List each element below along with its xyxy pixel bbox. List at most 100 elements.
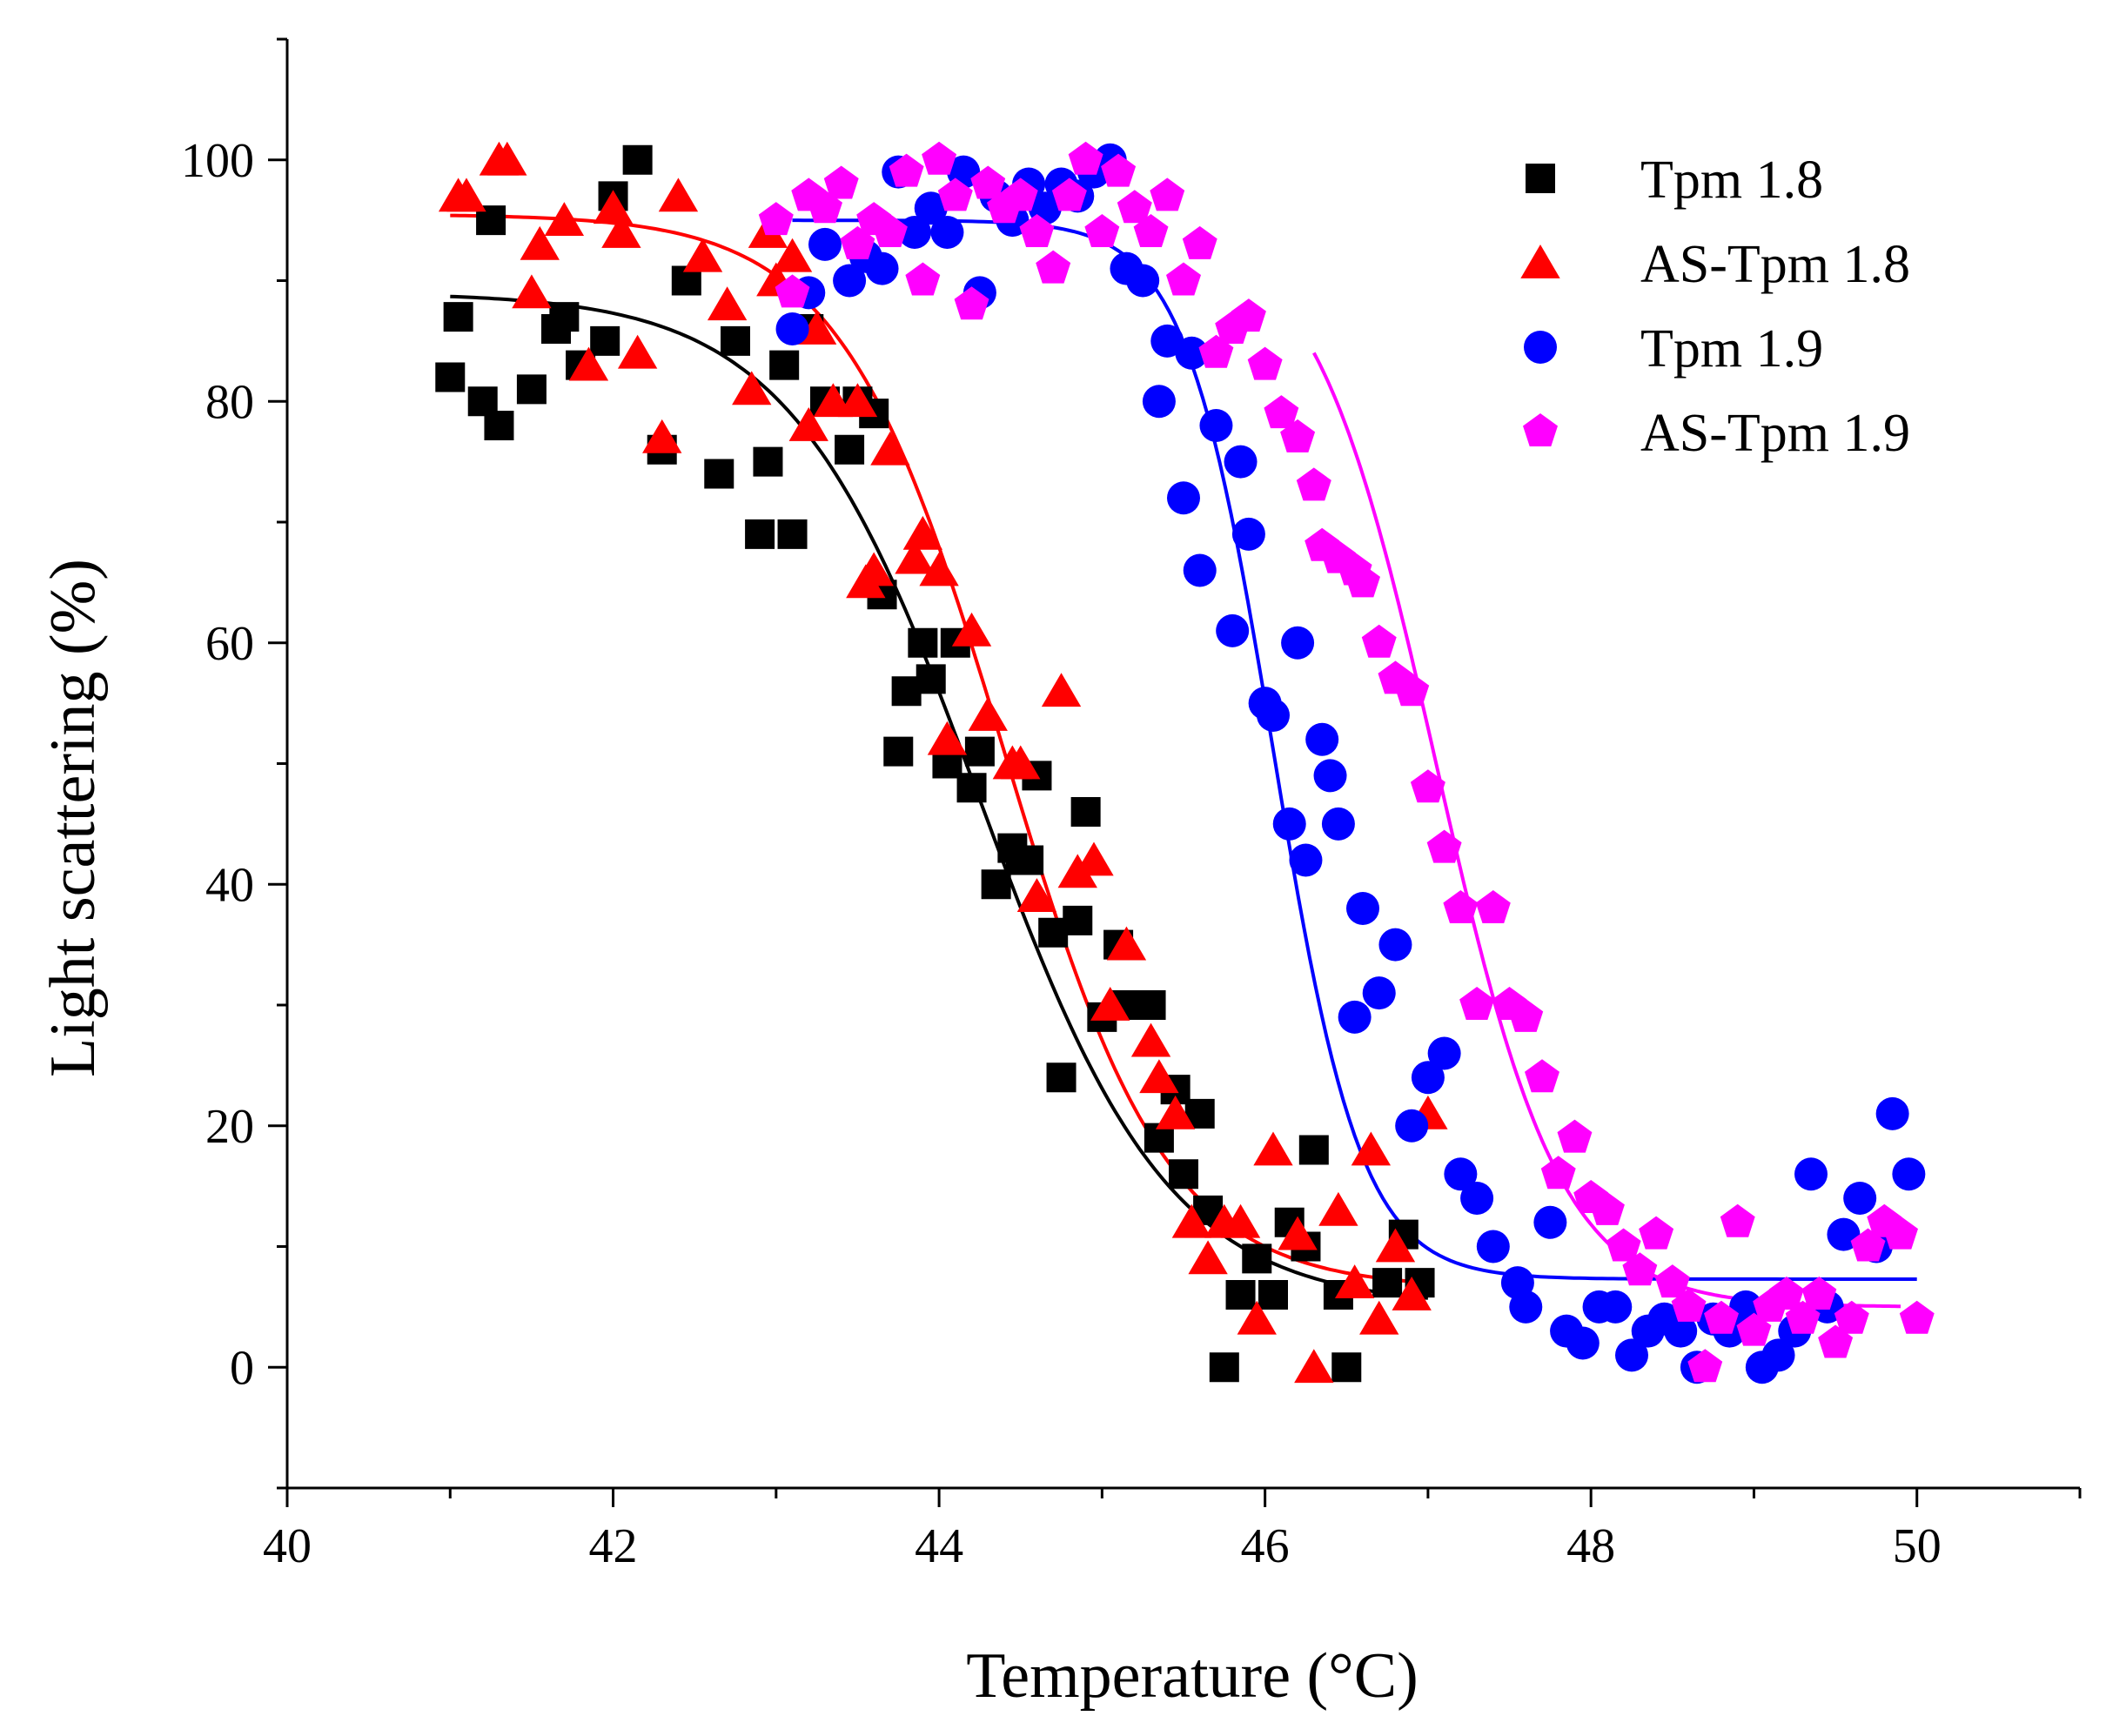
data-point bbox=[1671, 1288, 1707, 1322]
tick-labels: 40 42 44 46 48 50 0 20 40 60 80 100 bbox=[181, 134, 1942, 1573]
data-point bbox=[1106, 926, 1147, 961]
data-point bbox=[914, 191, 948, 225]
data-point bbox=[1068, 141, 1103, 175]
data-point bbox=[1084, 214, 1120, 247]
data-point bbox=[1443, 890, 1479, 923]
legend-item: AS-Tpm 1.9 bbox=[1523, 404, 1910, 463]
data-point bbox=[1834, 1300, 1869, 1334]
data-point bbox=[1003, 178, 1038, 211]
data-point bbox=[954, 286, 989, 320]
data-point bbox=[1533, 1205, 1567, 1239]
data-point bbox=[1169, 1159, 1198, 1190]
data-point bbox=[1278, 1216, 1318, 1250]
data-point bbox=[658, 178, 699, 212]
data-point bbox=[1654, 1264, 1690, 1298]
data-point bbox=[1150, 324, 1184, 358]
data-point bbox=[1704, 1300, 1739, 1334]
data-point bbox=[753, 446, 783, 477]
data-point bbox=[544, 202, 585, 236]
data-point bbox=[823, 165, 859, 199]
data-point bbox=[922, 141, 957, 175]
data-point bbox=[707, 286, 748, 321]
data-point bbox=[1150, 178, 1185, 211]
x-tick-label: 40 bbox=[263, 1519, 312, 1573]
data-point bbox=[1133, 214, 1169, 247]
data-point bbox=[908, 627, 938, 658]
data-point bbox=[622, 144, 653, 175]
data-point bbox=[1346, 892, 1379, 925]
fit-curve-2 bbox=[792, 218, 1917, 1281]
data-point bbox=[870, 431, 910, 466]
series-0 bbox=[435, 144, 1435, 1383]
data-point bbox=[1426, 829, 1462, 863]
data-point bbox=[487, 141, 527, 176]
data-point bbox=[1459, 987, 1495, 1020]
data-point bbox=[1875, 1096, 1909, 1130]
data-point bbox=[745, 519, 775, 549]
data-point bbox=[1372, 1268, 1403, 1298]
data-point bbox=[1167, 481, 1200, 515]
data-point bbox=[1289, 843, 1323, 877]
data-point bbox=[1258, 1280, 1288, 1310]
data-point bbox=[919, 552, 959, 586]
data-point bbox=[1126, 264, 1160, 298]
data-point bbox=[1298, 1135, 1329, 1165]
data-point bbox=[642, 419, 682, 453]
y-tick-label: 40 bbox=[205, 858, 254, 912]
legend-item: Tpm 1.9 bbox=[1524, 319, 1823, 379]
data-point bbox=[1599, 1290, 1633, 1324]
data-point bbox=[1892, 1157, 1926, 1191]
data-point bbox=[549, 302, 580, 332]
data-point bbox=[1345, 564, 1380, 598]
data-point bbox=[1427, 1036, 1461, 1070]
data-point bbox=[516, 374, 547, 405]
series-3 bbox=[758, 141, 1935, 1383]
y-tick-label: 20 bbox=[205, 1100, 254, 1154]
axes bbox=[268, 37, 2082, 1507]
data-point bbox=[1019, 214, 1055, 247]
data-point bbox=[1622, 1252, 1658, 1286]
data-point bbox=[951, 612, 992, 647]
data-point bbox=[1411, 1061, 1445, 1095]
data-point bbox=[1281, 626, 1315, 660]
data-point bbox=[1280, 419, 1316, 452]
data-point bbox=[1014, 845, 1044, 875]
series-1 bbox=[438, 141, 1448, 1384]
data-point bbox=[808, 227, 842, 261]
data-point bbox=[1264, 395, 1299, 429]
data-point bbox=[758, 202, 794, 236]
data-point bbox=[1224, 445, 1258, 479]
data-point bbox=[484, 411, 514, 440]
data-point bbox=[1070, 797, 1101, 827]
data-point bbox=[1761, 1338, 1795, 1372]
data-point bbox=[1090, 987, 1130, 1021]
data-point bbox=[1362, 976, 1396, 1010]
data-point bbox=[1664, 1314, 1698, 1348]
data-point bbox=[601, 214, 641, 248]
data-point bbox=[520, 225, 560, 260]
data-point bbox=[617, 334, 658, 369]
data-point bbox=[1305, 722, 1339, 756]
legend-label: AS-Tpm 1.9 bbox=[1640, 404, 1910, 463]
data-point bbox=[1476, 1230, 1510, 1263]
data-point bbox=[1171, 1203, 1212, 1238]
data-point bbox=[1460, 1182, 1494, 1215]
data-point bbox=[1182, 225, 1217, 259]
data-point bbox=[895, 540, 935, 574]
data-point bbox=[1117, 190, 1152, 224]
data-point bbox=[1392, 1277, 1432, 1310]
data-point bbox=[1231, 517, 1265, 551]
legend-item: Tpm 1.8 bbox=[1526, 151, 1823, 210]
data-point bbox=[937, 178, 973, 211]
data-point bbox=[777, 519, 808, 549]
legend-marker bbox=[1524, 331, 1557, 364]
data-point bbox=[1136, 990, 1166, 1020]
data-point bbox=[1509, 1290, 1543, 1324]
data-point bbox=[1188, 1240, 1228, 1275]
data-point bbox=[1525, 1059, 1559, 1093]
legend: Tpm 1.8 AS-Tpm 1.8 Tpm 1.9 AS-Tpm 1.9 bbox=[1520, 151, 1910, 463]
data-point bbox=[1375, 1228, 1416, 1263]
data-point bbox=[1046, 1062, 1076, 1093]
data-point bbox=[1475, 890, 1511, 923]
data-point bbox=[772, 238, 813, 272]
